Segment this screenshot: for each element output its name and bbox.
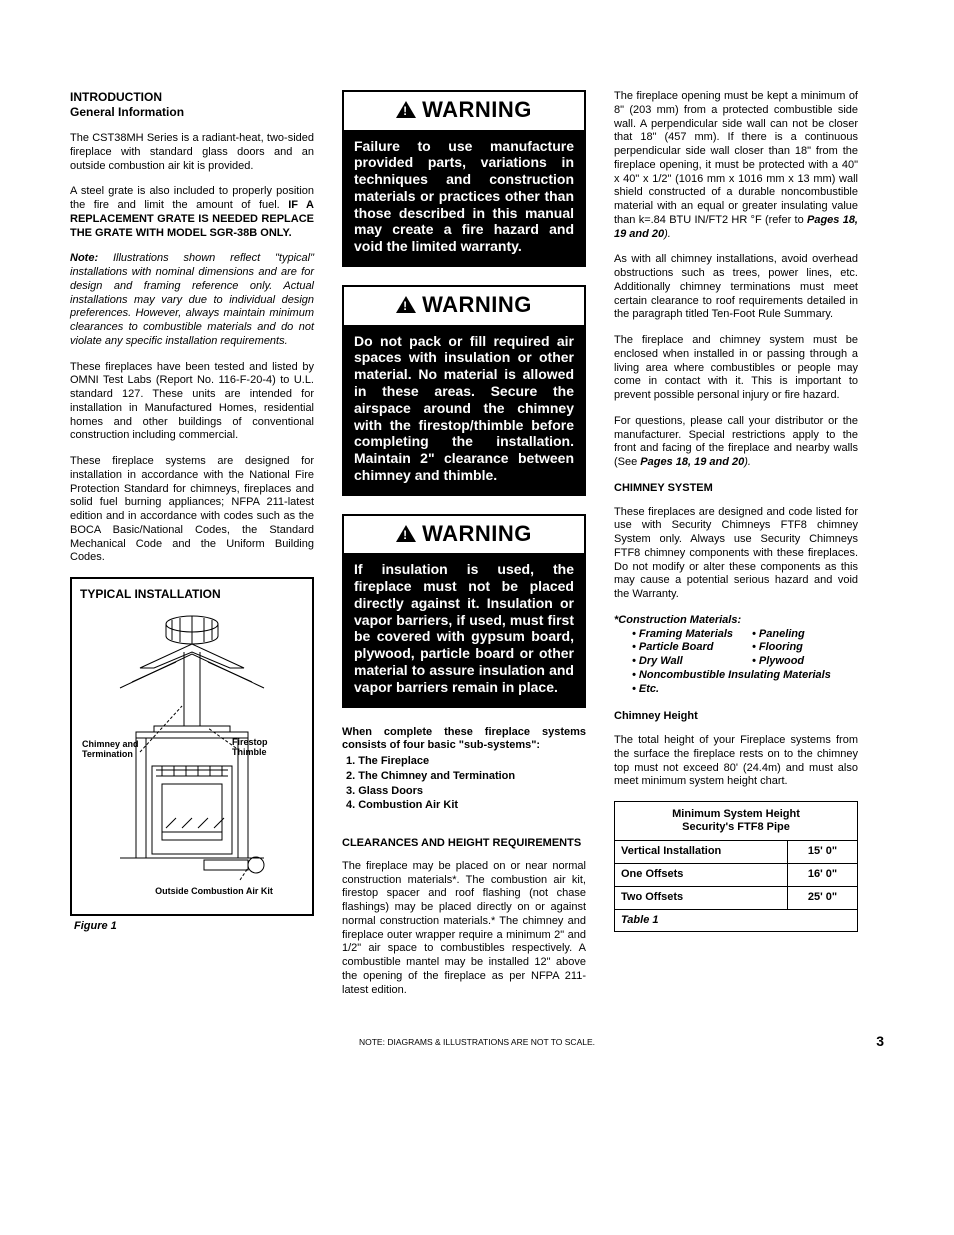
intro-p4: These fireplace systems are designed for… (70, 455, 314, 565)
column-left: INTRODUCTION General Information The CST… (70, 90, 314, 1009)
figure-caption: Figure 1 (70, 920, 314, 934)
warning-label-3: WARNING (422, 520, 532, 548)
warning-head-1: WARNING (344, 92, 584, 130)
warning-body-1: Failure to use manufacture provided part… (344, 130, 584, 266)
right-p1: The fireplace opening must be kept a min… (614, 90, 858, 241)
warning-body-2: Do not pack or fill required air spaces … (344, 325, 584, 494)
clearances-heading: CLEARANCES AND HEIGHT REQUIREMENTS (342, 837, 586, 850)
warning-label-1: WARNING (422, 96, 532, 124)
intro-p1: The CST38MH Series is a radiant-heat, tw… (70, 132, 314, 173)
warning-box-3: WARNING If insulation is used, the firep… (342, 514, 586, 708)
table-row: Vertical Installation15' 0" (615, 841, 858, 864)
columns-container: INTRODUCTION General Information The CST… (70, 90, 884, 1009)
warning-box-2: WARNING Do not pack or fill required air… (342, 285, 586, 496)
table-title: Minimum System HeightSecurity's FTF8 Pip… (615, 802, 858, 841)
table-row: Two Offsets25' 0" (615, 886, 858, 909)
intro-p3: These fireplaces have been tested and li… (70, 361, 314, 444)
note-label: Note: (70, 252, 98, 264)
warning-head-2: WARNING (344, 287, 584, 325)
table-row: Table 1 (615, 909, 858, 932)
warning-box-1: WARNING Failure to use manufacture provi… (342, 90, 586, 267)
warning-body-3: If insulation is used, the fireplace mus… (344, 553, 584, 705)
intro-note: Note: Illustrations shown reflect "typic… (70, 252, 314, 348)
intro-heading: INTRODUCTION (70, 90, 314, 105)
intro-subheading: General Information (70, 105, 314, 120)
page-ref-2: Pages 18, 19 and 20 (640, 456, 744, 468)
right-p3: The fireplace and chimney system must be… (614, 334, 858, 403)
footer: NOTE: DIAGRAMS & ILLUSTRATIONS ARE NOT T… (70, 1037, 884, 1048)
right-p5: These fireplaces are designed and code l… (614, 506, 858, 602)
right-p6: The total height of your Fireplace syste… (614, 734, 858, 789)
chimney-height-heading: Chimney Height (614, 710, 858, 724)
warning-label-2: WARNING (422, 291, 532, 319)
warning-triangle-icon (396, 296, 416, 313)
subsystems-list: 1. The Fireplace 2. The Chimney and Term… (346, 755, 586, 813)
page-number: 3 (876, 1033, 884, 1051)
subsystems-intro: When complete these fireplace systems co… (342, 726, 586, 754)
subsystem-item: 1. The Fireplace (346, 755, 586, 769)
construction-materials-list: • Framing Materials• Paneling • Particle… (632, 628, 858, 697)
column-right: The fireplace opening must be kept a min… (614, 90, 858, 1009)
right-p4: For questions, please call your distribu… (614, 415, 858, 470)
right-p2: As with all chimney installations, avoid… (614, 253, 858, 322)
subsystem-item: 2. The Chimney and Termination (346, 770, 586, 784)
warning-head-3: WARNING (344, 516, 584, 554)
clearances-p: The fireplace may be placed on or near n… (342, 860, 586, 998)
warning-triangle-icon (396, 101, 416, 118)
intro-p2: A steel grate is also included to proper… (70, 185, 314, 240)
note-body: Illustrations shown reflect "typical" in… (70, 252, 314, 347)
warning-triangle-icon (396, 525, 416, 542)
figure-1-frame: TYPICAL INSTALLATION (70, 577, 314, 916)
intro-p2a: A steel grate is also included to proper… (70, 185, 314, 211)
min-system-height-table: Minimum System HeightSecurity's FTF8 Pip… (614, 801, 858, 932)
table-row: One Offsets16' 0" (615, 864, 858, 887)
footer-note-text: NOTE: DIAGRAMS & ILLUSTRATIONS ARE NOT T… (359, 1037, 595, 1047)
figure-title: TYPICAL INSTALLATION (80, 587, 304, 602)
construction-materials-head: *Construction Materials: (614, 614, 858, 628)
chimney-system-heading: CHIMNEY SYSTEM (614, 482, 858, 496)
subsystem-item: 4. Combustion Air Kit (346, 799, 586, 813)
subsystem-item: 3. Glass Doors (346, 785, 586, 799)
column-middle: WARNING Failure to use manufacture provi… (342, 90, 586, 1009)
